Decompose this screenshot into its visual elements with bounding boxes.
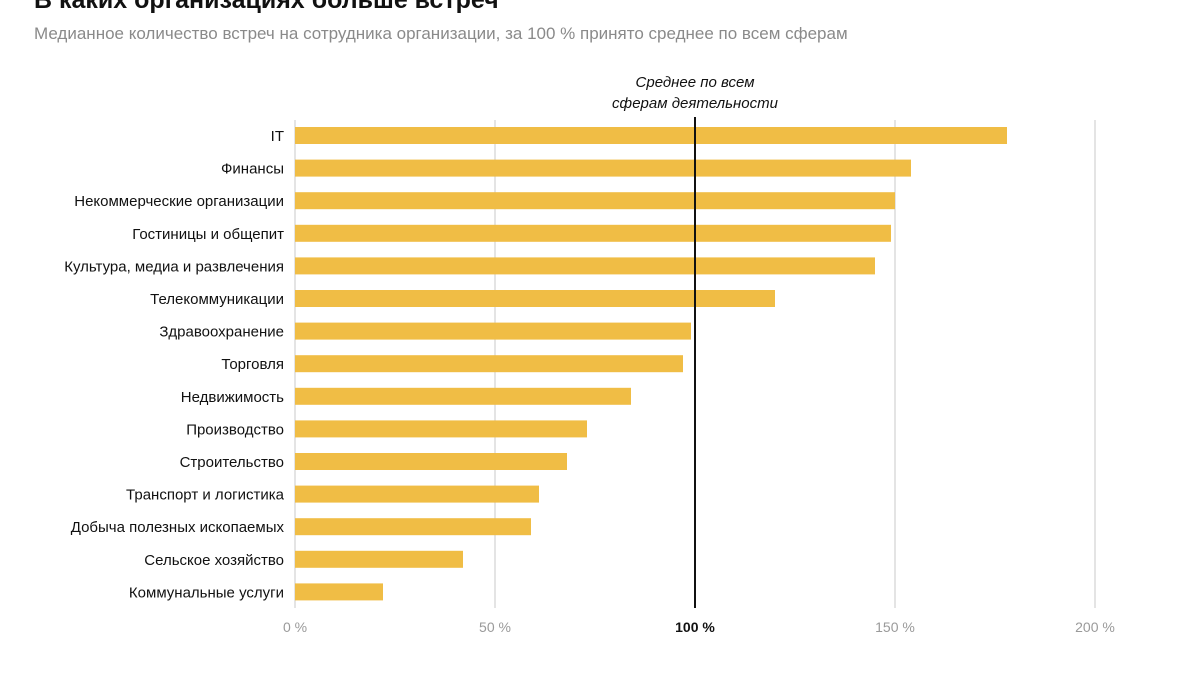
bar <box>295 453 567 470</box>
bar <box>295 583 383 601</box>
category-label: Строительство <box>180 454 284 471</box>
x-tick-label: 200 % <box>1075 619 1115 635</box>
bar <box>295 355 683 373</box>
category-label: Здравоохранение <box>159 324 284 341</box>
bar <box>295 485 539 503</box>
bar <box>295 257 875 275</box>
category-label: Добыча полезных ископаемых <box>71 519 285 536</box>
category-label: Торговля <box>221 356 284 373</box>
category-label: Культура, медиа и развлечения <box>64 258 284 275</box>
bar <box>295 290 775 307</box>
bar <box>295 550 463 568</box>
category-label: Транспорт и логистика <box>126 487 285 504</box>
x-tick-label: 150 % <box>875 619 915 635</box>
bar <box>295 192 895 210</box>
category-label: Недвижимость <box>181 389 284 406</box>
bar <box>295 387 631 405</box>
reference-annotation: сферам деятельности <box>612 95 779 112</box>
category-label: Коммунальные услуги <box>129 584 284 601</box>
x-tick-label: 50 % <box>479 619 511 635</box>
x-tick-label: 100 % <box>675 619 715 635</box>
chart-subtitle: Медианное количество встреч на сотрудник… <box>34 24 848 43</box>
bar <box>295 518 531 536</box>
bar <box>295 127 1007 144</box>
category-label: Некоммерческие организации <box>74 193 284 210</box>
bar <box>295 322 691 340</box>
category-label: Гостиницы и общепит <box>132 226 284 243</box>
chart-title: В каких организациях больше встреч <box>34 0 499 14</box>
bar <box>295 224 891 242</box>
category-label: IT <box>271 128 284 145</box>
category-label: Производство <box>186 421 284 438</box>
x-tick-label: 0 % <box>283 619 307 635</box>
category-label: Телекоммуникации <box>150 291 284 308</box>
bar <box>295 420 587 438</box>
category-label: Финансы <box>221 161 284 178</box>
bar <box>295 159 911 177</box>
category-label: Сельское хозяйство <box>144 552 284 569</box>
reference-annotation: Среднее по всем <box>636 74 755 91</box>
